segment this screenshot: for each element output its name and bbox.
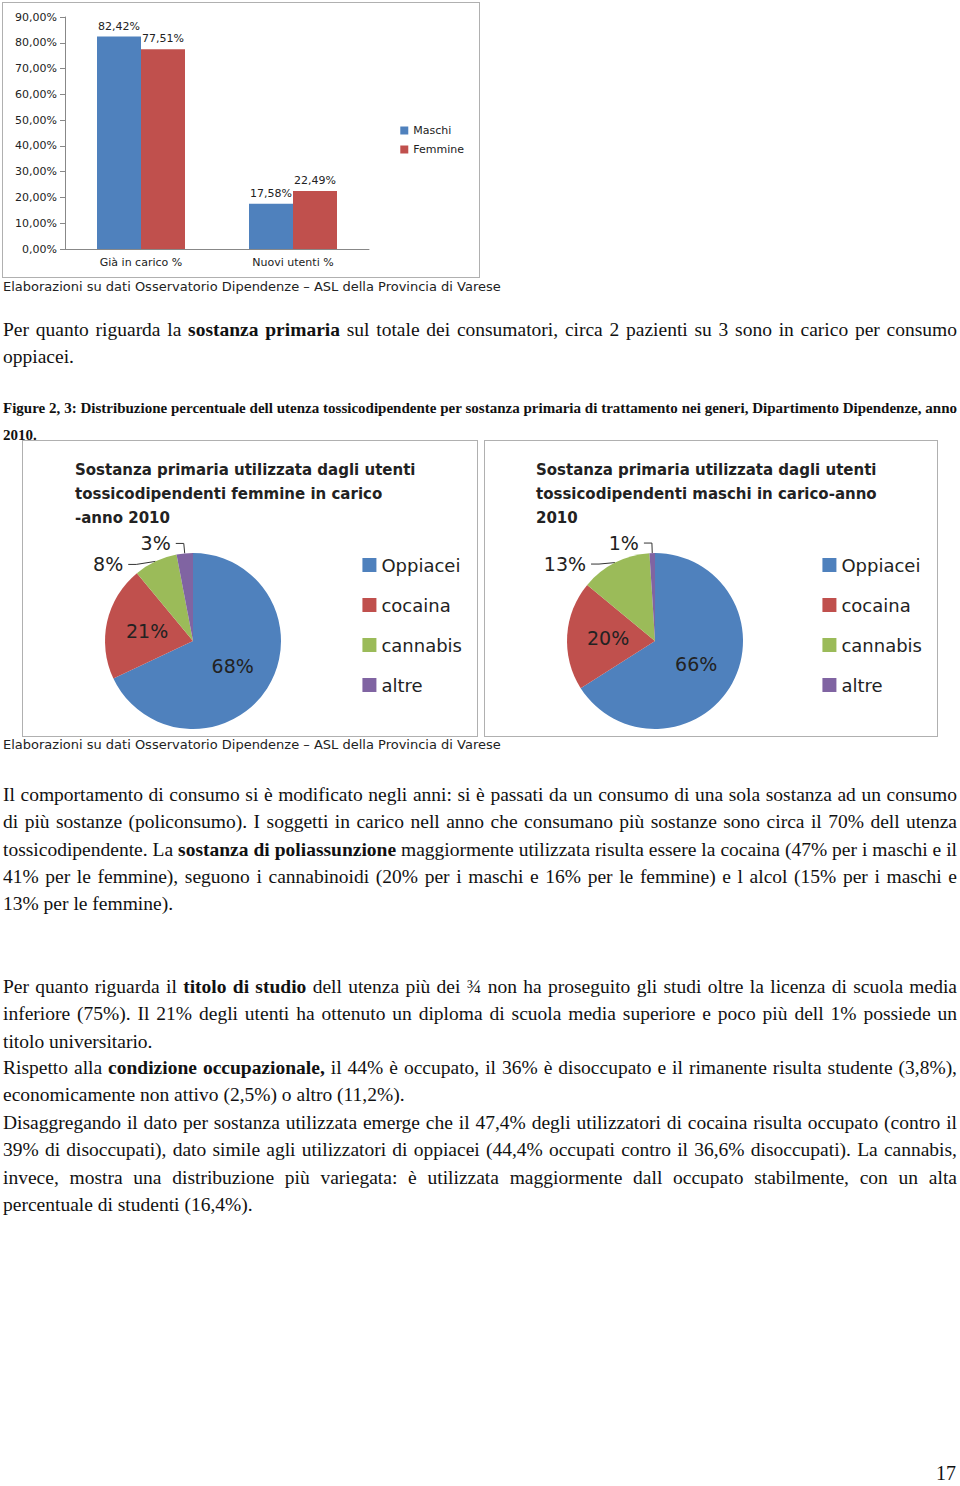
svg-text:77,51%: 77,51% — [142, 32, 184, 45]
svg-text:0,00%: 0,00% — [22, 243, 57, 256]
svg-text:8%: 8% — [93, 553, 123, 575]
svg-text:50,00%: 50,00% — [15, 114, 57, 127]
html-text:Per quanto riguarda la sostanz: Per quanto riguarda la sostanza primaria… — [3, 319, 957, 368]
svg-text:altre: altre — [381, 675, 422, 696]
svg-text:82,42%: 82,42% — [98, 20, 140, 33]
svg-text:68%: 68% — [212, 655, 254, 677]
svg-text:3%: 3% — [141, 532, 171, 554]
svg-text:Oppiacei: Oppiacei — [381, 555, 460, 576]
svg-text:Maschi: Maschi — [413, 124, 451, 137]
svg-text:altre: altre — [841, 675, 882, 696]
svg-text:80,00%: 80,00% — [15, 36, 57, 49]
svg-text:70,00%: 70,00% — [15, 62, 57, 75]
html-text:17: 17 — [936, 1462, 956, 1484]
svg-text:1%: 1% — [609, 532, 639, 554]
svg-text:Femmine: Femmine — [413, 143, 464, 156]
html-text:Rispetto alla condizione occup: Rispetto alla condizione occupazionale, … — [3, 1057, 957, 1106]
svg-text:60,00%: 60,00% — [15, 88, 57, 101]
svg-text:30,00%: 30,00% — [15, 165, 57, 178]
svg-text:Sostanza primaria utilizzata d: Sostanza primaria utilizzata dagli utent… — [75, 461, 421, 479]
html-text:Elaborazioni su dati Osservato: Elaborazioni su dati Osservatorio Dipend… — [3, 737, 501, 752]
svg-text:17,58%: 17,58% — [250, 187, 292, 200]
html-text:Il comportamento di consumo si: Il comportamento di consumo si è modific… — [3, 784, 957, 915]
svg-text:cannabis: cannabis — [841, 635, 922, 656]
html-text:Per quanto riguarda il titolo: Per quanto riguarda il titolo di studio … — [3, 976, 957, 1052]
svg-text:21%: 21% — [126, 620, 168, 642]
html-text:Disaggregando il dato per sost: Disaggregando il dato per sostanza utili… — [3, 1112, 957, 1215]
svg-text:-anno 2010: -anno 2010 — [75, 509, 170, 527]
svg-text:20%: 20% — [587, 627, 629, 649]
svg-text:2010: 2010 — [536, 509, 578, 527]
svg-text:40,00%: 40,00% — [15, 139, 57, 152]
svg-text:cocaina: cocaina — [381, 595, 450, 616]
svg-text:tossicodipendenti maschi in ca: tossicodipendenti maschi in carico-anno — [536, 485, 882, 503]
svg-text:22,49%: 22,49% — [294, 174, 336, 187]
html-text:Figure 2, 3: Distribuzione per: Figure 2, 3: Distribuzione percentuale d… — [3, 400, 957, 443]
svg-text:Nuovi utenti %: Nuovi utenti % — [252, 256, 333, 269]
html-text:Elaborazioni su dati Osservato: Elaborazioni su dati Osservatorio Dipend… — [3, 279, 501, 294]
svg-text:Già in carico %: Già in carico % — [100, 256, 182, 269]
svg-text:20,00%: 20,00% — [15, 191, 57, 204]
svg-text:Oppiacei: Oppiacei — [841, 555, 920, 576]
svg-text:13%: 13% — [544, 553, 586, 575]
svg-text:90,00%: 90,00% — [15, 11, 57, 24]
svg-text:Sostanza primaria utilizzata d: Sostanza primaria utilizzata dagli utent… — [536, 461, 882, 479]
svg-text:66%: 66% — [675, 653, 717, 675]
svg-text:10,00%: 10,00% — [15, 217, 57, 230]
svg-text:tossicodipendenti femmine in c: tossicodipendenti femmine in carico — [75, 485, 387, 503]
svg-text:cocaina: cocaina — [841, 595, 910, 616]
svg-text:cannabis: cannabis — [381, 635, 462, 656]
